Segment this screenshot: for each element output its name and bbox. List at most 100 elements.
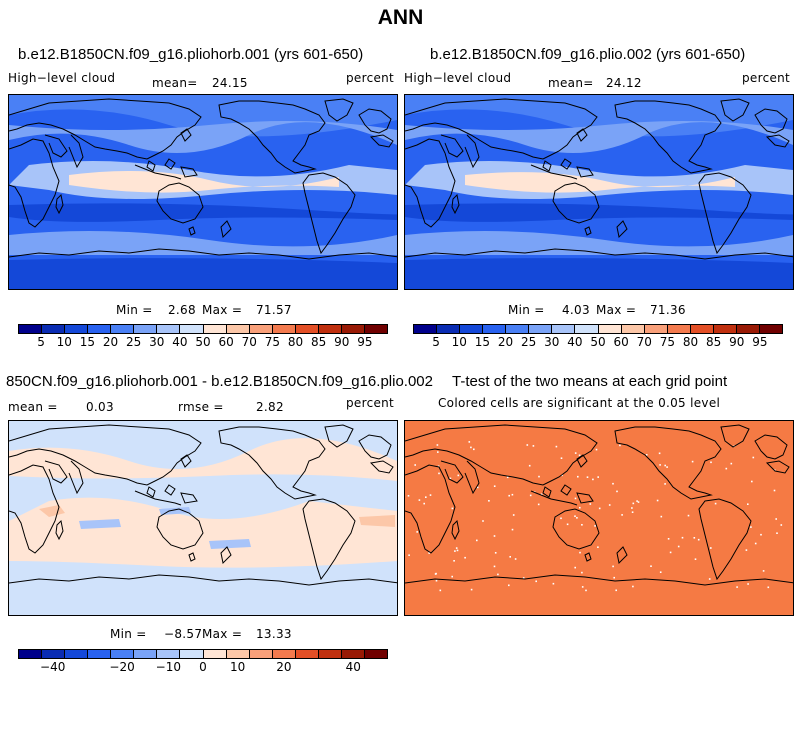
colorbar-tick-label: 95 bbox=[752, 335, 768, 349]
colorbar-swatch bbox=[759, 325, 782, 333]
colorbar-tick-label: 70 bbox=[241, 335, 257, 349]
insignificant-cell bbox=[592, 478, 594, 481]
insignificant-cell bbox=[434, 573, 437, 575]
insignificant-cell bbox=[725, 467, 728, 470]
panel-b-units: percent bbox=[742, 71, 791, 85]
colorbar-swatch bbox=[88, 325, 112, 333]
insignificant-cell bbox=[595, 448, 598, 451]
insignificant-cell bbox=[597, 476, 599, 478]
colorbar-swatch bbox=[203, 650, 227, 658]
insignificant-cell bbox=[439, 589, 442, 592]
colorbar-swatch bbox=[598, 325, 622, 333]
colorbar-swatch bbox=[713, 325, 737, 333]
colorbar-swatch bbox=[42, 650, 66, 658]
panel-c-units: percent bbox=[346, 396, 395, 410]
insignificant-cell bbox=[581, 586, 584, 588]
panel-b-variable-label: High−level cloud bbox=[404, 71, 512, 85]
colorbar-tick-label: 85 bbox=[705, 335, 722, 349]
insignificant-cell bbox=[767, 586, 770, 589]
insignificant-cell bbox=[773, 489, 776, 492]
colorbar-tick-label: 30 bbox=[544, 335, 560, 349]
insignificant-cell bbox=[586, 476, 589, 478]
insignificant-cell bbox=[494, 552, 497, 554]
insignificant-cell bbox=[451, 575, 453, 578]
insignificant-cell bbox=[574, 497, 577, 500]
panel-b-title: b.e12.B1850CN.f09_g16.plio.002 (yrs 601-… bbox=[430, 46, 746, 63]
insignificant-cell bbox=[476, 486, 479, 489]
insignificant-cell bbox=[615, 589, 617, 592]
panel-b-max-label: Max = bbox=[596, 303, 637, 317]
insignificant-cell bbox=[608, 504, 611, 506]
insignificant-cell bbox=[632, 585, 634, 588]
colorbar-swatch bbox=[736, 325, 760, 333]
insignificant-cell bbox=[488, 500, 490, 502]
colorbar-swatch bbox=[341, 325, 365, 333]
panel-c-rmse-label: rmse = bbox=[178, 400, 224, 414]
insignificant-cell bbox=[451, 507, 454, 510]
insignificant-cell bbox=[416, 531, 418, 533]
insignificant-cell bbox=[616, 490, 618, 493]
insignificant-cell bbox=[693, 537, 696, 539]
panel-c-map bbox=[8, 420, 398, 616]
panel-b-min-value: 4.03 bbox=[562, 303, 590, 317]
colorbar-swatch bbox=[272, 325, 296, 333]
colorbar-swatch bbox=[65, 650, 89, 658]
insignificant-cell bbox=[681, 536, 684, 539]
insignificant-cell bbox=[581, 571, 583, 574]
insignificant-cell bbox=[574, 566, 576, 569]
insignificant-cell bbox=[437, 465, 440, 468]
colorbar-swatch bbox=[88, 650, 112, 658]
colorbar-tick-label: 10 bbox=[56, 335, 72, 349]
insignificant-cell bbox=[659, 571, 662, 573]
insignificant-cell bbox=[760, 533, 762, 536]
colorbar-swatch bbox=[364, 325, 387, 333]
insignificant-cell bbox=[528, 464, 531, 467]
insignificant-cell bbox=[589, 503, 592, 505]
colorbar-swatch bbox=[295, 650, 319, 658]
insignificant-cell bbox=[664, 483, 666, 485]
colorbar-swatch bbox=[272, 650, 296, 658]
insignificant-cell bbox=[750, 526, 752, 528]
insignificant-cell bbox=[470, 446, 472, 449]
colorbar-tick-label: 80 bbox=[682, 335, 699, 349]
insignificant-cell bbox=[691, 460, 694, 463]
insignificant-cell bbox=[621, 514, 623, 516]
colorbar-swatch bbox=[157, 325, 181, 333]
insignificant-cell bbox=[776, 532, 778, 534]
insignificant-cell bbox=[555, 445, 558, 448]
insignificant-cell bbox=[597, 546, 599, 548]
panel-a-variable-label: High−level cloud bbox=[8, 71, 116, 85]
panel-c-min-value: −8.57 bbox=[164, 627, 203, 641]
insignificant-cell bbox=[574, 515, 576, 517]
colorbar-swatch bbox=[318, 650, 342, 658]
colorbar-tick-label: 80 bbox=[287, 335, 304, 349]
insignificant-cell bbox=[482, 520, 484, 522]
colorbar-swatch bbox=[249, 650, 273, 658]
insignificant-cell bbox=[497, 573, 499, 576]
colorbar-swatch bbox=[134, 650, 158, 658]
insignificant-cell bbox=[751, 480, 753, 483]
insignificant-cell bbox=[736, 586, 738, 588]
colorbar-tick-label: 25 bbox=[125, 335, 142, 349]
insignificant-cell bbox=[476, 539, 478, 542]
insignificant-cell bbox=[453, 560, 455, 562]
panel-a-min-label: Min = bbox=[116, 303, 153, 317]
insignificant-cell bbox=[529, 494, 532, 497]
insignificant-cell bbox=[581, 524, 583, 526]
colorbar-tick-label: 0 bbox=[199, 660, 207, 674]
colorbar-tick-label: 5 bbox=[432, 335, 440, 349]
colorbar-swatch bbox=[529, 325, 553, 333]
panel-d-subtitle: Colored cells are significant at the 0.0… bbox=[438, 396, 721, 410]
colorbar-tick-label: 95 bbox=[357, 335, 373, 349]
colorbar-tick-label: 10 bbox=[451, 335, 467, 349]
panel-a-mean-value: 24.15 bbox=[212, 76, 248, 90]
panel-a-units: percent bbox=[346, 71, 395, 85]
insignificant-cell bbox=[468, 441, 471, 443]
insignificant-cell bbox=[694, 558, 697, 560]
insignificant-cell bbox=[775, 518, 777, 520]
colorbar-swatch bbox=[180, 325, 204, 333]
insignificant-cell bbox=[594, 525, 596, 527]
panel-c-title: 850CN.f09_g16.pliohorb.001 - b.e12.B1850… bbox=[6, 373, 433, 390]
insignificant-cell bbox=[418, 499, 421, 501]
panel-a-max-label: Max = bbox=[202, 303, 243, 317]
